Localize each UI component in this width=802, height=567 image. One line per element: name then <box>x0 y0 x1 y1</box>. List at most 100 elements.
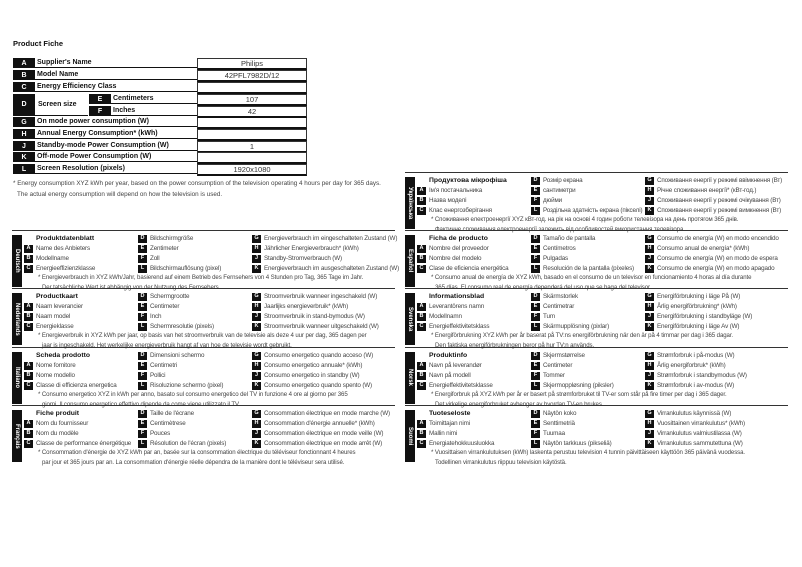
field-label-b: Nombre del modelo <box>429 255 482 262</box>
letter-badge-k: K <box>252 265 261 273</box>
fiche-row: J Standby-mode Power Consumption (W) <box>13 141 197 151</box>
letter-badge-g: G <box>645 235 654 243</box>
field-label-d: Skjermstørrelse <box>543 352 585 359</box>
letter-badge-e: E <box>531 187 540 195</box>
field-label-d: Skärmstorlek <box>543 293 578 300</box>
letter-badge-l: L <box>138 382 147 390</box>
field-label-l: Näytön tarkkuus (pikseliä) <box>543 440 612 447</box>
field-label-h: Årlig energiförbrukning* (kWh) <box>657 303 737 310</box>
field-label-g: Strømforbruk i på-modus (W) <box>657 352 735 359</box>
letter-badge-c: C <box>417 323 426 331</box>
field-label-e: Zentimeter <box>150 245 179 252</box>
letter-badge-h: H <box>252 245 261 253</box>
letter-badge-c: C <box>417 440 426 448</box>
field-label-a: Nome fornitore <box>36 362 76 369</box>
letter-badge-f: F <box>138 430 147 438</box>
field-label-e: Centimeter <box>150 303 180 310</box>
letter-badge-e: E <box>531 245 540 253</box>
letter-badge-a: A <box>417 303 426 311</box>
letter-badge-f: F <box>531 313 540 321</box>
section-footnote: jaar is ingeschakeld. Het werkelijke ene… <box>42 342 292 349</box>
field-label-b: Naam model <box>36 313 71 320</box>
section-footnote: Der tatsächliche Wert ist abhängig von d… <box>42 284 221 291</box>
field-label-a: Toimittajan nimi <box>429 420 470 427</box>
letter-badge-k: K <box>252 323 261 331</box>
field-label-f: Pollici <box>150 372 166 379</box>
row-label: Inches <box>111 106 197 116</box>
field-label-j: Standby-Stromverbrauch (W) <box>264 255 342 262</box>
row-value <box>197 152 307 164</box>
letter-badge-a: A <box>24 420 33 428</box>
field-label-l: Resolución de la pantalla (píxeles) <box>543 265 635 272</box>
row-value: 1920x1080 <box>197 164 307 176</box>
language-tab: Suomi <box>405 410 415 462</box>
row-value <box>197 129 307 141</box>
letter-badge-h: H <box>252 420 261 428</box>
letter-badge-j: J <box>645 197 654 205</box>
fiche-footnote: * Energy consumption XYZ kWh per year, b… <box>13 180 381 187</box>
field-label-j: Energiförbrukning i standbyläge (W) <box>657 313 753 320</box>
language-section-6: Svenska Informationsblad A Leverantörens na… <box>405 288 788 349</box>
field-label-c: Classe de performance énergétique <box>36 440 132 447</box>
letter-badge-l: L <box>531 265 540 273</box>
field-label-h: Jaarlijks energieverbruik* (kWh) <box>264 303 349 310</box>
field-label-j: Consommation électrique en mode veille (… <box>264 430 384 437</box>
section-footnote: 365 días. El consumo real de energía dep… <box>435 284 652 291</box>
letter-badge-f: F <box>531 430 540 438</box>
letter-badge-e: E <box>531 420 540 428</box>
field-label-l: Bildschirmauflösung (pixel) <box>150 265 222 272</box>
letter-badge-j: J <box>252 372 261 380</box>
screen-size-sub-row: F Inches <box>89 106 197 116</box>
section-title: Produktinfo <box>429 352 468 359</box>
row-value: Philips <box>197 58 307 70</box>
field-label-b: Navn på modell <box>429 372 471 379</box>
section-footnote: * Consommation d'énergie de XYZ kWh par … <box>38 449 356 456</box>
letter-badge-b: B <box>24 430 33 438</box>
field-label-f: Pulgadas <box>543 255 569 262</box>
row-letter-badge: D <box>21 101 27 108</box>
field-label-l: Résolution de l'écran (pixels) <box>150 440 227 447</box>
section-title: Produktdatenblatt <box>36 235 95 242</box>
letter-badge-d: D <box>531 235 540 243</box>
section-title: Tuoteseloste <box>429 410 471 417</box>
language-section-3: Français Fiche produit A Nom du fournisseur… <box>12 405 395 466</box>
letter-badge-l: L <box>531 440 540 448</box>
fiche-footnote: The actual energy consumption will depen… <box>17 191 223 198</box>
field-label-b: Modellnamn <box>429 313 462 320</box>
row-label: Centimeters <box>111 94 197 104</box>
language-section-7: Norsk Produktinfo A Navn på leverandør B Navn… <box>405 347 788 408</box>
language-tab: Español <box>405 235 415 287</box>
field-label-h: Consommation d'énergie annuelle* (kWh) <box>264 420 375 427</box>
letter-badge-b: B <box>24 313 33 321</box>
letter-badge-a: A <box>417 362 426 370</box>
letter-badge-d: D <box>531 293 540 301</box>
field-label-l: Skjermoppløsning (piksler) <box>543 382 614 389</box>
field-label-g: Virrankulutus käynnissä (W) <box>657 410 732 417</box>
row-label: Screen Resolution (pixels) <box>35 164 197 174</box>
section-footnote: * Energiförbrukning XYZ kWh per år baser… <box>431 332 734 339</box>
field-label-h: Vuosittainen virrankulutus* (kWh) <box>657 420 745 427</box>
row-letter-badge: G <box>13 117 35 127</box>
row-label: On mode power consumption (W) <box>35 117 197 127</box>
section-footnote: * Vuosittaisen virrankulutuksen (kWh) la… <box>431 449 745 456</box>
letter-badge-e: E <box>138 303 147 311</box>
section-title: Scheda prodotto <box>36 352 90 359</box>
field-label-f: Tum <box>543 313 555 320</box>
field-label-a: Ім'я постачальника <box>429 187 483 194</box>
field-label-h: Consumo anual de energía* (kWh) <box>657 245 750 252</box>
language-tab: Français <box>12 410 22 462</box>
language-tab: Nederlands <box>12 293 22 345</box>
field-label-d: Розмір екрана <box>543 177 583 184</box>
section-footnote: giorni. Il consumo energetico effettivo … <box>42 401 240 408</box>
field-label-d: Tamaño de pantalla <box>543 235 596 242</box>
fiche-row: L Screen Resolution (pixels) <box>13 164 197 174</box>
row-letter-badge: K <box>13 152 35 162</box>
field-label-h: Jährlicher Energieverbrauch* (kWh) <box>264 245 359 252</box>
letter-badge-a: A <box>417 245 426 253</box>
field-label-b: Назва моделі <box>429 197 467 204</box>
section-footnote: Todellinen virrankulutus riippuu televis… <box>435 459 567 466</box>
section-title: Продуктова мікрофіша <box>429 177 507 184</box>
section-footnote: * Energiforbruk på XYZ kWh per år er bas… <box>431 391 727 398</box>
letter-badge-l: L <box>138 440 147 448</box>
field-label-c: Clase de eficiencia energética <box>429 265 509 272</box>
